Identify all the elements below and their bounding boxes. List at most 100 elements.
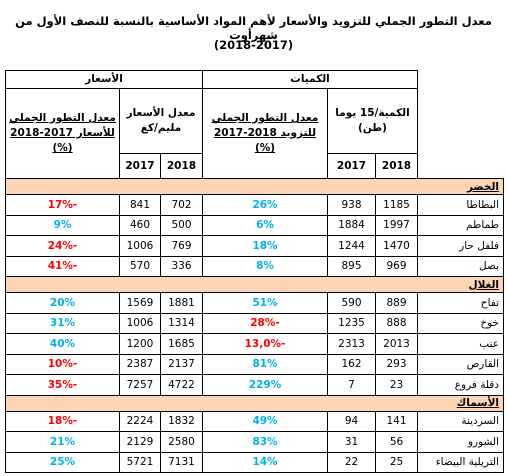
percent-cell: -41% [5, 255, 120, 277]
number-cell: 7131 [160, 451, 203, 473]
header-line: للأسعار 2017-2018 [10, 127, 115, 139]
product-name: فلفل حار [417, 235, 505, 257]
header-line: للتزويد 2018-2017 [213, 127, 317, 139]
number-cell: 888 [375, 312, 419, 334]
product-name: البطاطا [417, 194, 505, 216]
number-cell: 5721 [119, 451, 161, 473]
percent-cell: -17% [5, 194, 120, 216]
number-cell: 1235 [327, 312, 377, 334]
number-cell: 895 [327, 255, 377, 277]
percent-cell: 83% [201, 431, 329, 453]
number-cell: 293 [375, 353, 419, 375]
percent-cell: -18% [5, 410, 120, 432]
percent-cell: 21% [5, 431, 120, 453]
number-cell: 22 [327, 451, 377, 473]
number-cell: 2013 [375, 333, 419, 355]
quantity-change-header: معدل التطور الجملي للتزويد 2018-2017 (%) [201, 88, 329, 179]
header-line: (طن) [358, 122, 387, 134]
number-cell: 336 [160, 255, 203, 277]
product-name: عنب [417, 333, 505, 355]
percent-cell: 20% [5, 292, 120, 314]
number-cell: 590 [327, 292, 377, 314]
number-cell: 1569 [119, 292, 161, 314]
percent-cell: 8% [201, 255, 329, 277]
header-row: الكميات الأسعار [5, 70, 504, 89]
blank-cell [418, 71, 504, 89]
data-row: بصل 969 895 8% 336 570 -41% [5, 255, 505, 277]
header-line: (%) [254, 142, 276, 154]
data-row: القارص 293 162 81% 2137 2387 -10% [5, 353, 505, 375]
year-header: 2018 [375, 153, 419, 179]
number-cell: 2137 [160, 353, 203, 375]
blank-cell [418, 154, 504, 179]
percent-cell: -13,0% [201, 333, 329, 355]
number-cell: 1997 [375, 214, 419, 236]
table: الكميات الأسعار الكمية/15 يوما (طن) معدل الت… [4, 70, 505, 473]
data-row: عنب 2013 2313 -13,0% 1685 1200 40% [5, 333, 505, 355]
number-cell: 1685 [160, 333, 203, 355]
percent-cell: 14% [201, 451, 329, 473]
data-row: الشورو 56 31 83% 2580 2129 21% [5, 431, 505, 453]
percent-cell: 229% [201, 374, 329, 396]
number-cell: 23 [375, 374, 419, 396]
number-cell: 841 [119, 194, 161, 216]
quantity-header: الكمية/15 يوما (طن) [327, 88, 419, 154]
number-cell: 94 [327, 410, 377, 432]
data-row: دقلة فروع 23 7 229% 4722 7257 -35% [5, 374, 505, 396]
header-line: (%) [52, 142, 73, 154]
group-header: الأسعار [5, 70, 203, 89]
data-row: البطاطا 1185 938 26% 702 841 -17% [5, 194, 505, 216]
price-change-header: معدل التطور الجملي للأسعار 2017-2018 (%) [5, 88, 120, 179]
header-line: معدل التطور الجملي [211, 112, 319, 124]
number-cell: 4722 [160, 374, 203, 396]
section-label: الأسماك [4, 394, 505, 412]
number-cell: 2224 [119, 410, 161, 432]
percent-cell: 40% [5, 333, 120, 355]
percent-cell: 31% [5, 312, 120, 334]
header-row: الكمية/15 يوما (طن) معدل التطور الجملي للتز… [5, 88, 504, 179]
header-line: معدل التطور الجملي [9, 112, 116, 124]
percent-cell: 18% [201, 235, 329, 257]
data-row: طماطم 1997 1884 6% 500 460 9% [5, 214, 505, 236]
number-cell: 7 [327, 374, 377, 396]
product-name: بصل [417, 255, 505, 277]
header-line: مليم/كغ [140, 122, 182, 134]
section-label: الخضر [4, 178, 505, 195]
number-cell: 162 [327, 353, 377, 375]
percent-cell: 6% [201, 214, 329, 236]
percent-cell: -28% [201, 312, 329, 334]
number-cell: 2129 [119, 431, 161, 453]
percent-cell: 25% [5, 451, 120, 473]
number-cell: 1244 [327, 235, 377, 257]
product-name: دقلة فروع [417, 374, 505, 396]
product-name: طماطم [417, 214, 505, 236]
section-row: الأسماك [4, 394, 505, 412]
number-cell: 141 [375, 410, 419, 432]
product-name: التريلية البيضاء [417, 451, 505, 473]
section-label: الغلال [4, 276, 505, 293]
data-row: فلفل حار 1470 1244 18% 769 1006 -24% [5, 235, 505, 257]
product-name: خوخ [417, 312, 505, 334]
title: معدل التطور الجملي للتزويد والأسعار لأهم… [15, 14, 492, 42]
number-cell: 769 [160, 235, 203, 257]
number-cell: 500 [160, 214, 203, 236]
number-cell: 969 [375, 255, 419, 277]
price-header: معدل الأسعار مليم/كغ [119, 88, 203, 154]
blank-cell [418, 89, 504, 154]
subtitle: (2018-2017) [213, 38, 294, 52]
year-header: 2017 [327, 153, 377, 179]
percent-cell: 49% [201, 410, 329, 432]
number-cell: 1832 [160, 410, 203, 432]
number-cell: 938 [327, 194, 377, 216]
header-line: الكمية/15 يوما [335, 107, 410, 119]
data-row: تفاح 889 590 51% 1881 1569 20% [5, 292, 505, 314]
data-row: السردينة 141 94 49% 1832 2224 -18% [5, 410, 505, 432]
product-name: القارص [417, 353, 505, 375]
number-cell: 1470 [375, 235, 419, 257]
header-row: 2018 2017 2018 2017 [6, 153, 504, 179]
number-cell: 1200 [119, 333, 161, 355]
number-cell: 570 [119, 255, 161, 277]
section-row: الخضر [4, 178, 505, 195]
data-row: خوخ 888 1235 -28% 1314 1006 31% [5, 312, 505, 334]
